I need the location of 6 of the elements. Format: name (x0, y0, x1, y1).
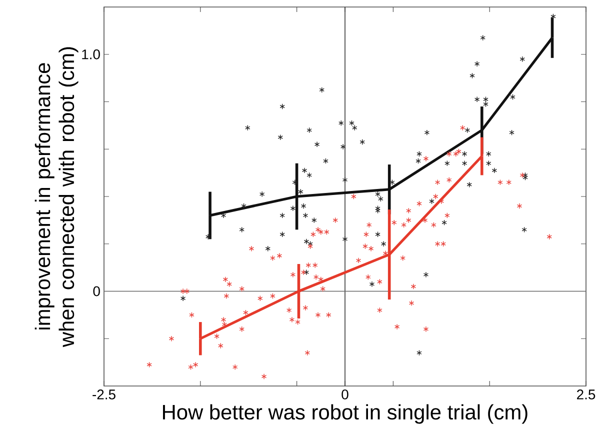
x-tick-label: -2.5 (92, 390, 116, 400)
y-axis-title: improvement in performance when connected with robot (cm) (34, 47, 78, 348)
y-tick-label: 1.0 (82, 49, 100, 60)
x-axis-title: How better was robot in single trial (cm) (163, 404, 528, 424)
x-tick-label: 2.5 (577, 390, 596, 400)
x-tick-label: 0 (342, 390, 348, 400)
